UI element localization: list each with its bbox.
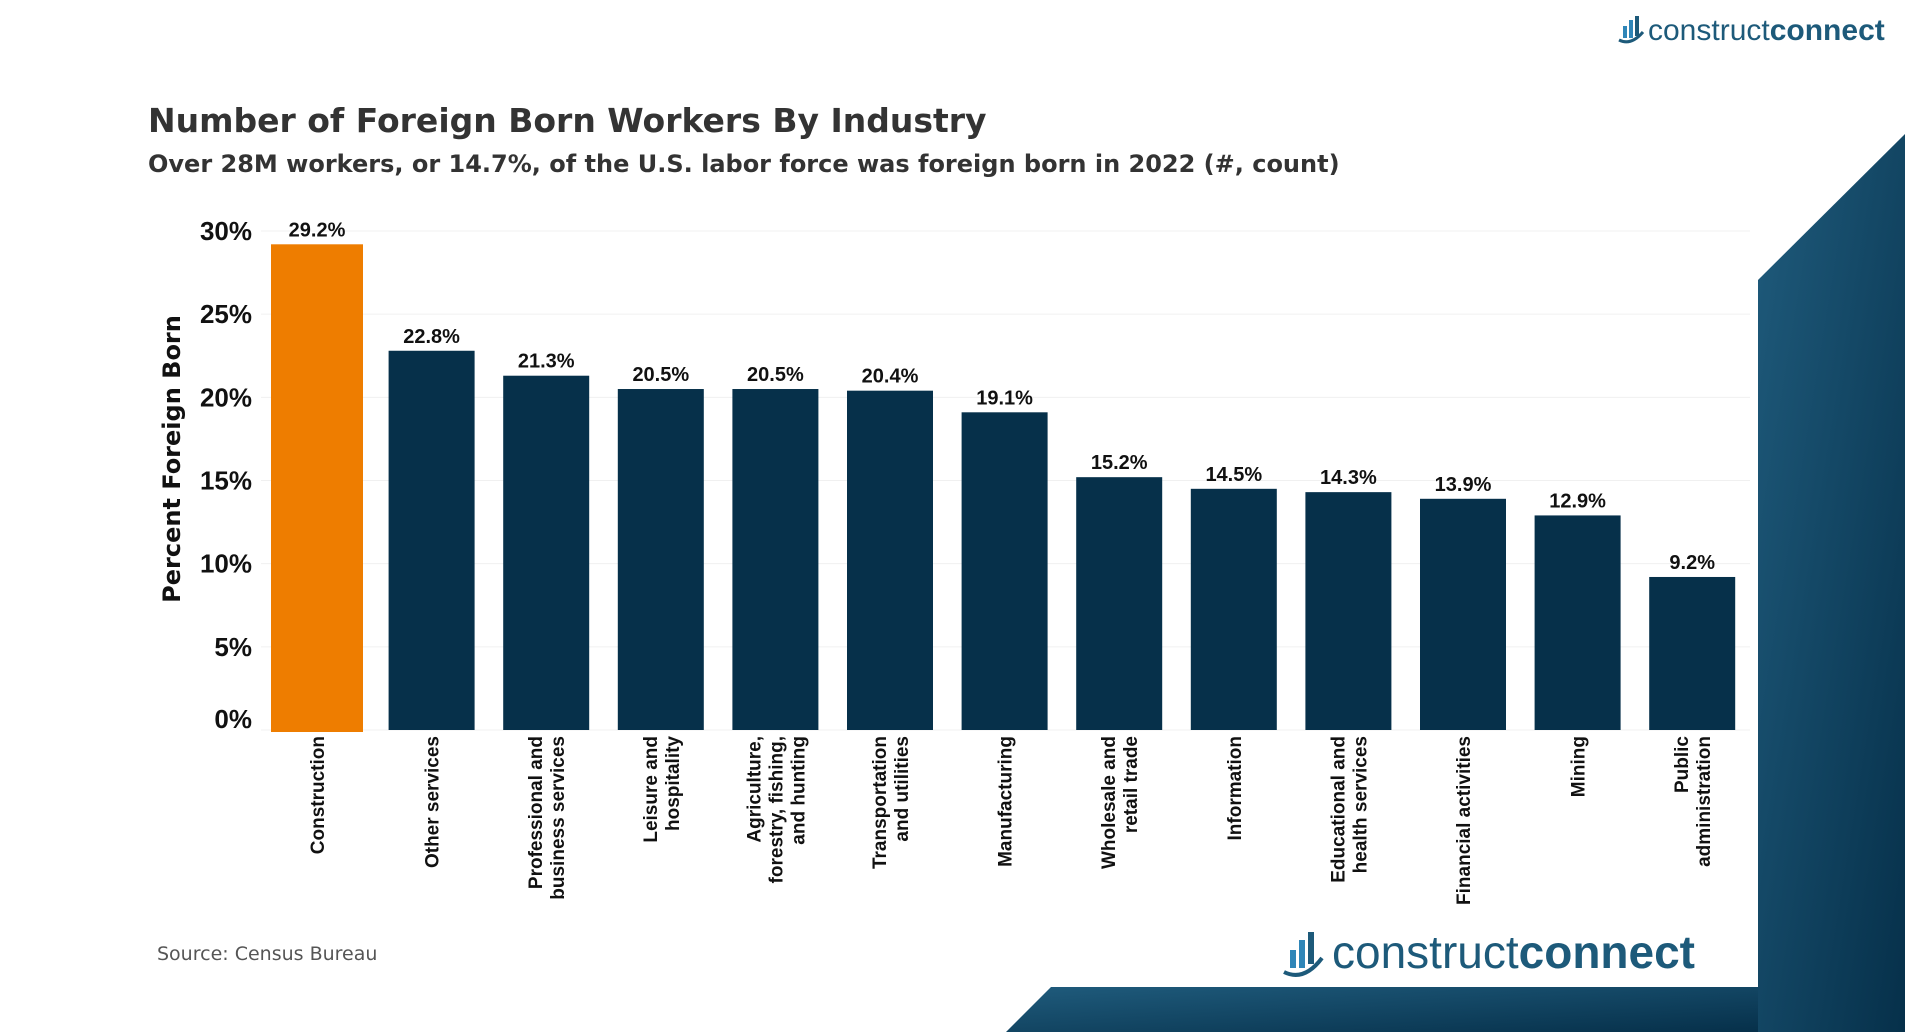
x-tick-label: Leisure and [641,736,662,843]
x-axis: Construction Other services Professional a… [308,736,1715,905]
y-tick-label: 5% [214,632,252,662]
bar [617,389,704,730]
data-label: 19.1% [976,387,1033,409]
x-tick-label: Manufacturing [996,736,1017,867]
data-label: 15.2% [1091,452,1148,474]
x-tick-label: hospitality [663,736,684,831]
y-tick-label: 20% [200,382,252,412]
x-tick-label: Educational and [1328,736,1349,883]
x-tick-label: Information [1225,736,1246,841]
data-label: 14.3% [1320,467,1377,489]
x-tick-label: health services [1350,736,1371,873]
x-tick-label: and hunting [788,736,809,845]
data-label: 12.9% [1549,490,1606,512]
data-label: 9.2% [1669,552,1715,574]
data-label: 13.9% [1435,474,1492,496]
data-labels: 29.2% 22.8% 21.3% 20.5% 20.5% 20.4% 19.1% 15.2%… [289,219,1716,574]
background-shape-right [1758,134,1905,1032]
x-tick-label: Construction [308,736,329,854]
bar [1305,492,1392,730]
background-shape-bottom [1006,987,1758,1032]
x-tick-label: forestry, fishing, [766,736,787,883]
x-tick-label: Agriculture, [744,736,765,843]
x-tick-label: Professional and [526,736,547,889]
logo-icon [1618,16,1645,44]
y-tick-label: 0% [214,704,252,734]
bar [1649,576,1736,730]
bar [847,390,933,730]
bottom-logo: constructconnect [1283,926,1695,978]
chart-subtitle: Over 28M workers, or 14.7%, of the U.S. … [148,150,1340,178]
x-tick-label: Mining [1569,736,1590,797]
bar [1420,498,1506,730]
x-tick-label: administration [1694,736,1715,867]
bar [388,350,475,730]
svg-text:constructconnect: constructconnect [1648,14,1885,47]
x-tick-label: Other services [423,736,444,868]
data-label: 20.4% [862,366,919,388]
data-label: 21.3% [518,351,575,373]
bar [732,389,819,730]
y-tick-label: 25% [200,299,252,329]
x-tick-label: Transportation [870,736,891,869]
y-axis: 0% 5% 10% 15% 20% 25% 30% [200,216,252,734]
bar [1534,515,1621,730]
y-axis-label: Percent Foreign Born [158,315,186,603]
data-label: 20.5% [632,364,689,386]
x-tick-label: Public [1672,736,1693,793]
top-logo: constructconnect [1618,14,1885,47]
bars [271,244,1736,732]
y-tick-label: 15% [200,466,252,496]
logo-icon [1283,932,1324,977]
x-tick-label: and utilities [892,736,913,842]
bar [961,412,1048,730]
chart-title: Number of Foreign Born Workers By Indust… [148,101,987,140]
x-tick-label: business services [548,736,569,900]
bar [1190,488,1277,730]
x-tick-label: retail trade [1121,736,1142,833]
data-label: 20.5% [747,364,804,386]
svg-text:constructconnect: constructconnect [1332,926,1695,978]
data-label: 29.2% [289,219,346,241]
x-tick-label: Financial activities [1454,736,1475,905]
y-tick-label: 10% [200,549,252,579]
source-note: Source: Census Bureau [157,943,377,965]
data-label: 22.8% [403,326,460,348]
y-tick-label: 30% [200,216,252,246]
bar [271,244,363,732]
x-tick-label: Wholesale and [1099,736,1120,869]
bar [1076,477,1163,730]
bar [503,375,590,730]
data-label: 14.5% [1205,464,1262,486]
